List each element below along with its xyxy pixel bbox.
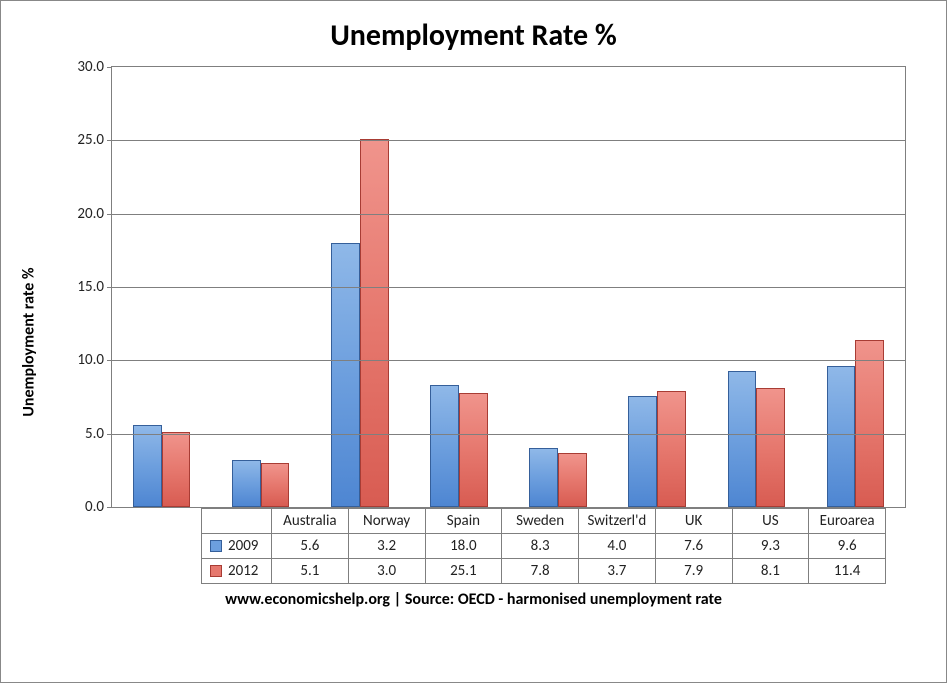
y-tick-label: 25.0 (77, 131, 112, 149)
y-tick-label: 15.0 (77, 278, 112, 296)
y-tick-label: 20.0 (77, 205, 112, 223)
table-cell: 7.6 (655, 534, 732, 559)
bar-2009-norway (232, 460, 261, 507)
bar-2009-australia (133, 425, 162, 507)
table-row: 2009 5.63.218.08.34.07.69.39.6 (202, 534, 886, 559)
table-cell: 3.0 (348, 559, 425, 584)
table-cell: 5.6 (272, 534, 349, 559)
table-col-header: Sweden (502, 509, 579, 534)
bar-2009-euroarea (827, 366, 856, 507)
gridline (112, 214, 905, 215)
gridline (112, 140, 905, 141)
table-cell: 3.2 (348, 534, 425, 559)
bar-2012-sweden (459, 393, 488, 507)
bar-2009-sweden (430, 385, 459, 507)
source-line: www.economicshelp.org | Source: OECD - h… (21, 590, 926, 609)
table-col-header: Australia (272, 509, 349, 534)
table-col-header: Norway (348, 509, 425, 534)
table-col-header: US (732, 509, 809, 534)
chart-frame: Unemployment Rate % Unemployment rate % … (0, 0, 947, 683)
bar-2012-norway (261, 463, 290, 507)
table-cell: 9.6 (809, 534, 886, 559)
y-tick-label: 0.0 (85, 498, 112, 516)
series-name: 2009 (228, 537, 258, 555)
series-name: 2012 (228, 562, 258, 580)
bar-2012-switzerl'd (558, 453, 587, 507)
bar-2009-switzerl'd (529, 448, 558, 507)
table-cell: 7.8 (502, 559, 579, 584)
table-cell: 18.0 (425, 534, 502, 559)
bar-2012-euroarea (855, 340, 884, 507)
gridline (112, 434, 905, 435)
table-corner (202, 509, 272, 534)
table-cell: 8.3 (502, 534, 579, 559)
table-cell: 25.1 (425, 559, 502, 584)
bar-2009-uk (628, 396, 657, 507)
table-row-header: 2009 (202, 534, 272, 559)
chart-area: 0.05.010.015.020.025.030.0 AustraliaNorw… (111, 66, 906, 584)
gridline (112, 287, 905, 288)
y-tick-label: 10.0 (77, 351, 112, 369)
table-col-header: Switzerl'd (579, 509, 656, 534)
table-cell: 11.4 (809, 559, 886, 584)
bar-2012-us (756, 388, 785, 507)
gridline (112, 360, 905, 361)
table-cell: 8.1 (732, 559, 809, 584)
table-row-header: 2012 (202, 559, 272, 584)
y-tick-label: 30.0 (77, 58, 112, 76)
data-table: AustraliaNorwaySpainSwedenSwitzerl'dUKUS… (201, 508, 886, 584)
bar-2009-us (728, 371, 757, 507)
bar-2009-spain (331, 243, 360, 507)
table-row: 2012 5.13.025.17.83.77.98.111.4 (202, 559, 886, 584)
table-cell: 5.1 (272, 559, 349, 584)
y-axis-label: Unemployment rate % (20, 267, 39, 416)
chart-title: Unemployment Rate % (21, 17, 926, 54)
bar-2012-australia (162, 432, 191, 507)
table-cell: 4.0 (579, 534, 656, 559)
legend-swatch (210, 565, 222, 577)
y-tick-label: 5.0 (85, 425, 112, 443)
bar-2012-uk (657, 391, 686, 507)
table-col-header: Spain (425, 509, 502, 534)
table-col-header: UK (655, 509, 732, 534)
bar-2012-spain (360, 139, 389, 507)
plot-area: 0.05.010.015.020.025.030.0 (111, 66, 906, 508)
table-col-header: Euroarea (809, 509, 886, 534)
table-cell: 3.7 (579, 559, 656, 584)
legend-swatch (210, 540, 222, 552)
table-cell: 9.3 (732, 534, 809, 559)
table-cell: 7.9 (655, 559, 732, 584)
